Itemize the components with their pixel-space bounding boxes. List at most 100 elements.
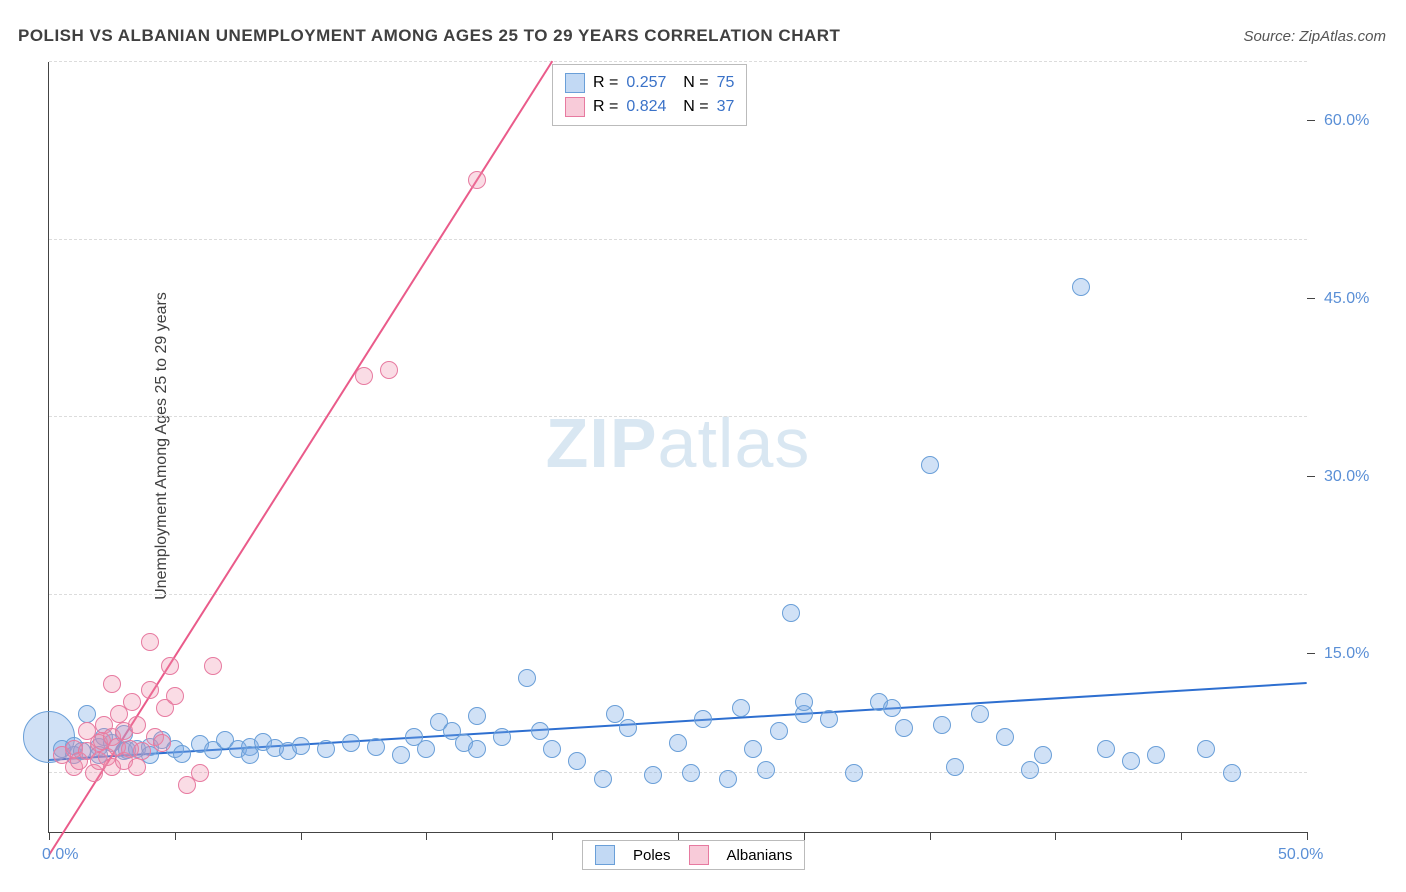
x-tick: [1181, 832, 1182, 840]
gridline: [49, 239, 1307, 240]
data-point: [594, 770, 612, 788]
y-tick-label: 30.0%: [1324, 468, 1369, 486]
y-tick-label: 45.0%: [1324, 290, 1369, 308]
data-point: [1097, 740, 1115, 758]
data-point: [468, 171, 486, 189]
x-tick: [804, 832, 805, 840]
data-point: [543, 740, 561, 758]
x-tick: [426, 832, 427, 840]
gridline: [49, 594, 1307, 595]
y-tick: [1307, 298, 1315, 299]
data-point: [204, 657, 222, 675]
data-point: [128, 758, 146, 776]
data-point: [883, 699, 901, 717]
data-point: [342, 734, 360, 752]
data-point: [518, 669, 536, 687]
legend-label-albanians: Albanians: [727, 847, 793, 864]
data-point: [531, 722, 549, 740]
gridline: [49, 772, 1307, 773]
data-point: [921, 456, 939, 474]
data-point: [141, 633, 159, 651]
data-point: [682, 764, 700, 782]
x-tick: [678, 832, 679, 840]
data-point: [128, 716, 146, 734]
y-tick: [1307, 653, 1315, 654]
data-point: [845, 764, 863, 782]
data-point: [392, 746, 410, 764]
stat-r-value: 0.824: [626, 98, 666, 116]
data-point: [719, 770, 737, 788]
data-point: [996, 728, 1014, 746]
stat-n-label: N =: [674, 74, 708, 92]
stat-n-value: 75: [717, 74, 735, 92]
gridline: [49, 61, 1307, 62]
x-tick: [930, 832, 931, 840]
swatch-pink: [689, 845, 709, 865]
legend-label-poles: Poles: [633, 847, 671, 864]
data-point: [317, 740, 335, 758]
data-point: [141, 681, 159, 699]
y-tick: [1307, 120, 1315, 121]
data-point: [694, 710, 712, 728]
data-point: [78, 705, 96, 723]
stats-row: R = 0.824 N = 37: [565, 95, 734, 119]
x-tick-label: 0.0%: [42, 846, 78, 864]
stat-n-value: 37: [717, 98, 735, 116]
data-point: [367, 738, 385, 756]
stat-r-label: R =: [593, 74, 618, 92]
data-point: [173, 745, 191, 763]
data-point: [1072, 278, 1090, 296]
watermark: ZIPatlas: [546, 403, 811, 483]
data-point: [1122, 752, 1140, 770]
data-point: [103, 675, 121, 693]
y-tick-label: 15.0%: [1324, 645, 1369, 663]
y-tick: [1307, 476, 1315, 477]
data-point: [744, 740, 762, 758]
data-point: [380, 361, 398, 379]
x-tick: [1055, 832, 1056, 840]
gridline: [49, 416, 1307, 417]
data-point: [820, 710, 838, 728]
swatch-blue: [565, 73, 585, 93]
data-point: [732, 699, 750, 717]
x-tick: [49, 832, 50, 840]
data-point: [669, 734, 687, 752]
data-point: [795, 693, 813, 711]
x-tick: [552, 832, 553, 840]
data-point: [644, 766, 662, 784]
data-point: [468, 707, 486, 725]
data-point: [493, 728, 511, 746]
data-point: [568, 752, 586, 770]
data-point: [133, 742, 151, 760]
swatch-pink: [565, 97, 585, 117]
series-legend: Poles Albanians: [582, 840, 805, 870]
data-point: [1147, 746, 1165, 764]
data-point: [1034, 746, 1052, 764]
plot-area: ZIPatlas: [48, 62, 1307, 833]
data-point: [782, 604, 800, 622]
source-label: Source: ZipAtlas.com: [1243, 28, 1386, 45]
x-tick-label: 50.0%: [1278, 846, 1323, 864]
data-point: [895, 719, 913, 737]
data-point: [971, 705, 989, 723]
y-tick-label: 60.0%: [1324, 112, 1369, 130]
swatch-blue: [595, 845, 615, 865]
stats-legend: R = 0.257 N = 75R = 0.824 N = 37: [552, 64, 747, 126]
data-point: [355, 367, 373, 385]
data-point: [946, 758, 964, 776]
stat-n-label: N =: [674, 98, 708, 116]
stats-row: R = 0.257 N = 75: [565, 71, 734, 95]
x-tick: [301, 832, 302, 840]
data-point: [1021, 761, 1039, 779]
stat-r-label: R =: [593, 98, 618, 116]
data-point: [933, 716, 951, 734]
data-point: [153, 734, 171, 752]
data-point: [292, 737, 310, 755]
data-point: [123, 693, 141, 711]
data-point: [468, 740, 486, 758]
data-point: [757, 761, 775, 779]
stat-r-value: 0.257: [626, 74, 666, 92]
data-point: [417, 740, 435, 758]
data-point: [161, 657, 179, 675]
data-point: [191, 764, 209, 782]
